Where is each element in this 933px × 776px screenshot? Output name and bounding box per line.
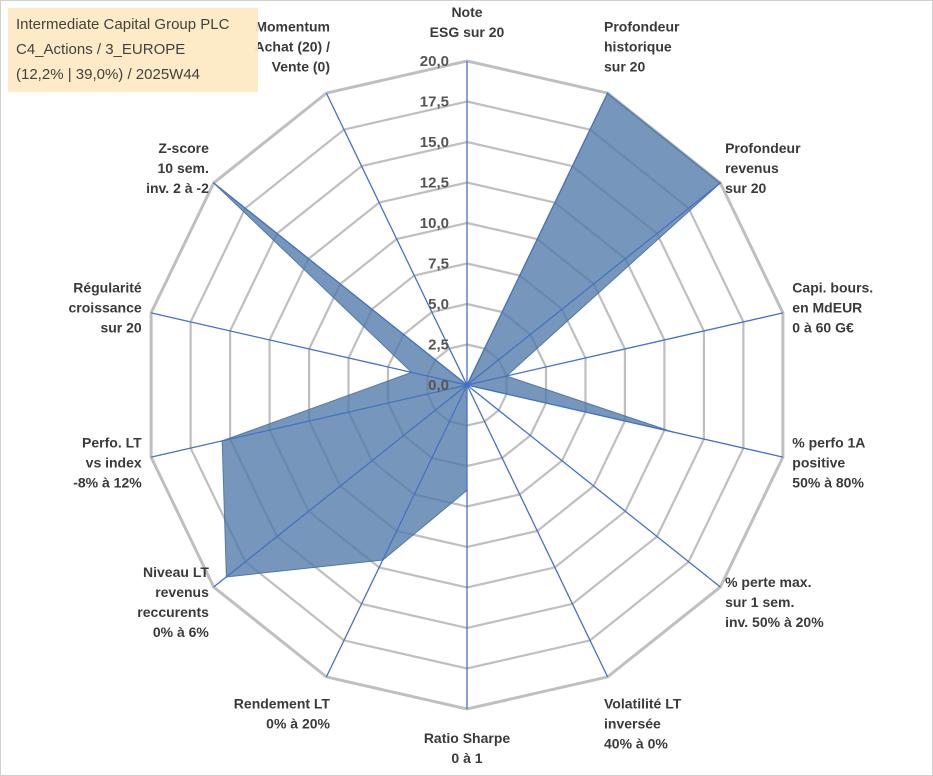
tick-label: 2,5 (428, 337, 449, 354)
tick-label: 12,5 (420, 175, 449, 192)
axis-label-line: Capi. bours. (792, 280, 873, 296)
axis-label-line: % perfo 1A (792, 434, 865, 450)
axis-spoke (466, 312, 784, 386)
axis-spoke (466, 182, 721, 386)
axis-label-line: Ratio Sharpe (424, 730, 511, 746)
tick-label: 7,5 (428, 256, 449, 273)
radar-spokes (150, 61, 784, 709)
axis-spoke (466, 384, 609, 678)
axis-spoke (325, 92, 468, 386)
axis-label-8: Rendement LT 0% à 20% (234, 696, 331, 732)
axis-label-line: sur 20 (725, 180, 766, 196)
axis-label-line: Profondeur (604, 19, 680, 35)
axis-label-line: 0% à 6% (153, 624, 210, 640)
axis-label-line: % perte max. (725, 574, 811, 590)
tick-label: 10,0 (420, 215, 449, 232)
axis-label-line: Z-score (158, 140, 209, 156)
axis-label-4: % perfo 1A positive 50% à 80% (792, 434, 865, 490)
axis-label-line: 0 à 1 (451, 750, 482, 766)
axis-label-line: inv. 2 à -2 (146, 180, 209, 196)
axis-label-line: revenus (155, 584, 209, 600)
axis-label-line: 50% à 80% (792, 474, 864, 490)
axis-spoke (213, 182, 468, 386)
tick-label: 20,0 (420, 53, 449, 70)
axis-label-10: Perfo. LT vs index -8% à 12% (73, 434, 142, 490)
axis-label-line: Volatilité LT (604, 696, 682, 712)
tick-label: 15,0 (420, 134, 449, 151)
axis-spoke (466, 92, 609, 386)
axis-label-line: en MdEUR (792, 300, 862, 316)
axis-labels: Note ESG sur 20 Profondeur historique sur 20… (69, 4, 874, 766)
axis-label-line: sur 1 sem. (725, 594, 794, 610)
axis-label-line: reccurents (137, 604, 209, 620)
axis-label-6: Volatilité LT inversée 40% à 0% (604, 696, 682, 752)
axis-label-line: sur 20 (100, 320, 141, 336)
axis-label-line: Vente (0) (272, 59, 330, 75)
axis-label-line: 0% à 20% (266, 716, 330, 732)
tick-label: 0,0 (428, 377, 449, 394)
axis-label-0: Note ESG sur 20 (430, 4, 505, 40)
axis-label-line: croissance (69, 300, 142, 316)
tick-label: 17,5 (420, 94, 449, 111)
axis-label-line: ESG sur 20 (430, 24, 505, 40)
axis-label-line: Régularité (73, 280, 142, 296)
tick-label: 5,0 (428, 296, 449, 313)
axis-label-line: Momentum (255, 19, 330, 35)
axis-label-line: Rendement LT (234, 696, 331, 712)
stats-line: (12,2% | 39,0%) / 2025W44 (16, 66, 200, 83)
axis-label-line: 10 sem. (158, 160, 209, 176)
axis-spoke (466, 384, 784, 458)
axis-label-line: vs index (86, 454, 142, 470)
axis-spoke (466, 384, 721, 588)
axis-label-9: Niveau LT revenus reccurents 0% à 6% (137, 564, 209, 640)
axis-label-11: Régularité croissance sur 20 (69, 280, 142, 336)
axis-label-line: inv. 50% à 20% (725, 614, 824, 630)
axis-label-1: Profondeur historique sur 20 (604, 19, 680, 75)
radial-tick-labels: 0,0 2,5 5,0 7,5 10,0 12,5 15,0 17,5 20,0 (420, 53, 449, 394)
axis-label-line: Profondeur (725, 140, 801, 156)
axis-spoke (325, 384, 468, 678)
axis-label-5: % perte max. sur 1 sem. inv. 50% à 20% (725, 574, 824, 630)
axis-label-3: Capi. bours. en MdEUR 0 à 60 G€ (792, 280, 873, 336)
category-line: C4_Actions / 3_EUROPE (16, 41, 186, 58)
axis-label-line: 40% à 0% (604, 736, 668, 752)
axis-spoke (213, 384, 468, 588)
axis-label-12: Z-score 10 sem. inv. 2 à -2 (146, 140, 209, 196)
axis-spoke (150, 312, 468, 386)
axis-label-line: -8% à 12% (73, 474, 142, 490)
company-name: Intermediate Capital Group PLC (16, 16, 230, 33)
axis-label-line: positive (792, 454, 845, 470)
axis-label-line: Perfo. LT (82, 434, 142, 450)
axis-label-line: sur 20 (604, 59, 645, 75)
axis-label-line: Note (451, 4, 482, 20)
axis-label-line: Niveau LT (143, 564, 209, 580)
axis-label-line: Achat (20) / (255, 39, 331, 55)
axis-label-line: historique (604, 39, 672, 55)
axis-label-line: revenus (725, 160, 779, 176)
axis-label-7: Ratio Sharpe 0 à 1 (424, 730, 511, 766)
axis-label-line: inversée (604, 716, 661, 732)
axis-spoke (150, 384, 468, 458)
axis-label-line: 0 à 60 G€ (792, 320, 854, 336)
axis-label-2: Profondeur revenus sur 20 (725, 140, 801, 196)
axis-label-13: Momentum Achat (20) / Vente (0) (255, 19, 331, 75)
title-box: Intermediate Capital Group PLC C4_Action… (8, 8, 258, 92)
